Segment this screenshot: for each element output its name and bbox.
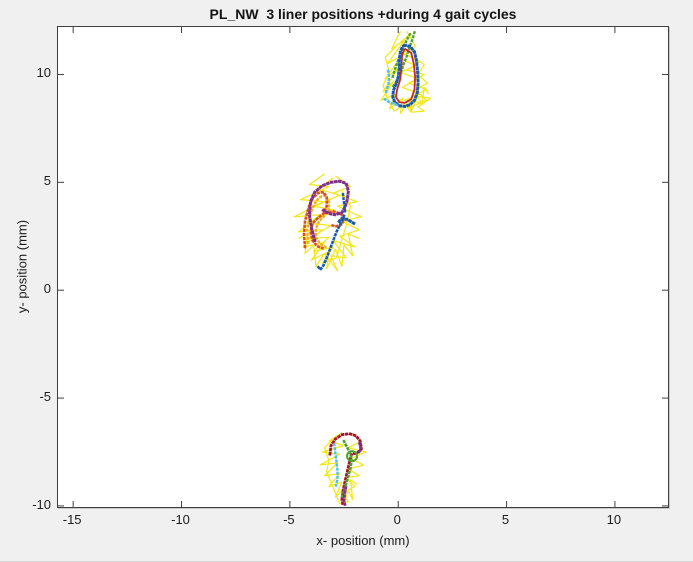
y-tick-label: 5	[43, 173, 51, 189]
x-tick-label: -15	[62, 512, 82, 527]
trajectory-plot	[58, 27, 668, 507]
x-tick-label: -5	[283, 512, 295, 527]
middle-liner-position-gait-path-orange-loop	[302, 190, 329, 250]
middle-liner-position-gait-path-yellow-2	[298, 175, 362, 272]
lower-liner-position-gait-path-cyan	[332, 443, 339, 487]
x-axis-label: x- position (mm)	[316, 533, 410, 548]
x-tick-label: 10	[606, 512, 622, 527]
y-tick-label: -10	[32, 496, 51, 512]
x-tick-label: 0	[393, 512, 401, 527]
upper-liner-position-gait-path-red-loop	[395, 47, 417, 104]
lower-liner-position-gait-path-purple-top	[356, 441, 363, 456]
middle-liner-position-gait-path-purple-loop	[307, 179, 350, 243]
upper-liner-position-gait-path-cyan-a	[384, 66, 391, 94]
y-tick-label: 0	[43, 281, 51, 297]
chart-title: PL_NW 3 liner positions +during 4 gait c…	[209, 6, 517, 22]
upper-liner-position-gait-path-blue-loop	[391, 43, 420, 108]
y-axis-label: y- position (mm)	[14, 219, 30, 314]
x-tick-label: 5	[501, 512, 510, 527]
green-circle-marker	[346, 450, 359, 463]
lower-liner-position-gait-path-yellow-2	[323, 432, 367, 505]
plot-area	[57, 26, 669, 508]
x-tick-label: -10	[171, 512, 190, 527]
y-tick-label: 10	[36, 65, 51, 81]
middle-liner-position-gait-path-blue-hook	[335, 216, 356, 226]
lower-liner-position-gait-path-purple-bottom	[342, 485, 348, 507]
y-tick-label: -5	[39, 389, 51, 405]
middle-liner-position-gait-path-blue-top	[341, 192, 347, 213]
middle-liner-position-gait-path-blue-diagonal	[316, 214, 346, 272]
